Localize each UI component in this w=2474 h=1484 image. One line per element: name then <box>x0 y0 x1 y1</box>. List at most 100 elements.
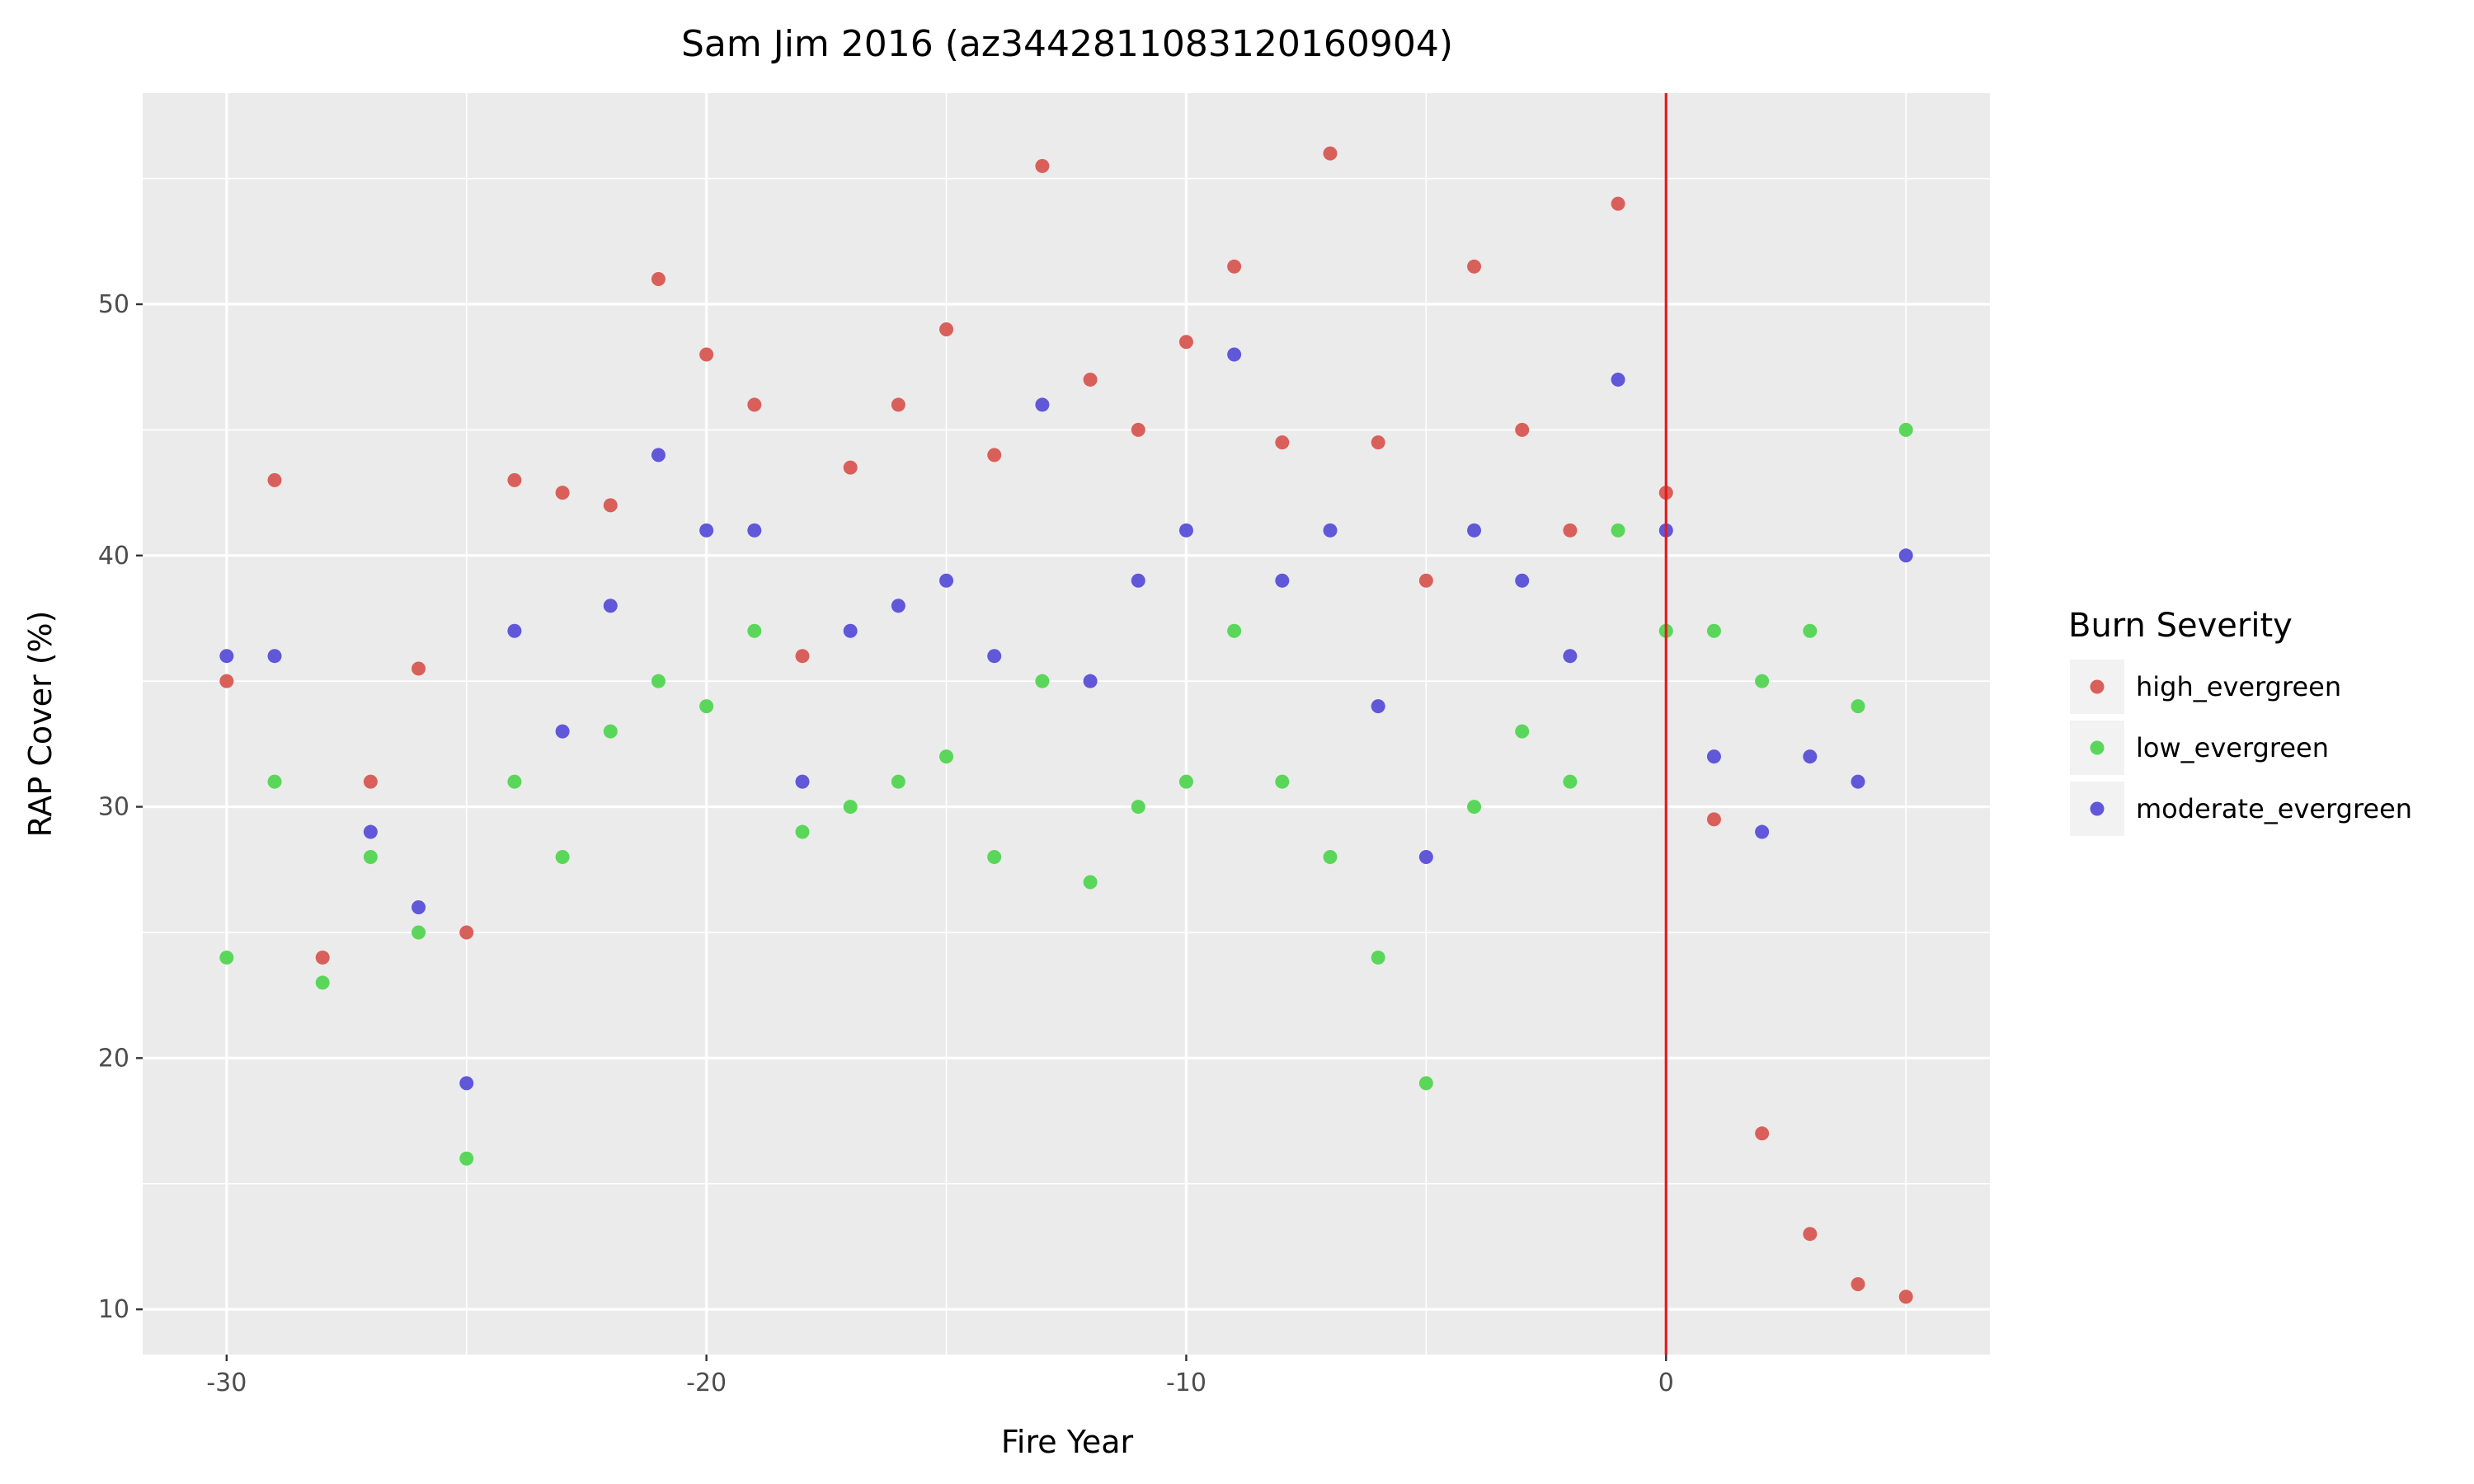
legend: Burn Severity high_evergreen low_evergree… <box>2068 607 2412 836</box>
point-low_evergreen <box>843 800 858 815</box>
point-moderate_evergreen <box>1275 573 1290 588</box>
point-low_evergreen <box>603 724 618 739</box>
legend-marker-moderate_evergreen <box>2090 801 2105 816</box>
x-tick-label: -10 <box>1166 1369 1206 1397</box>
point-moderate_evergreen <box>987 649 1002 664</box>
point-moderate_evergreen <box>1083 674 1098 688</box>
point-high_evergreen <box>555 486 570 500</box>
legend-label-moderate_evergreen: moderate_evergreen <box>2136 793 2412 824</box>
y-axis-label: RAP Cover (%) <box>22 611 59 838</box>
point-high_evergreen <box>747 397 762 412</box>
point-high_evergreen <box>315 950 330 965</box>
point-moderate_evergreen <box>1227 347 1242 362</box>
point-low_evergreen <box>1851 699 1865 714</box>
point-high_evergreen <box>267 472 282 487</box>
point-moderate_evergreen <box>1851 774 1865 789</box>
point-low_evergreen <box>412 925 426 940</box>
point-low_evergreen <box>987 850 1002 865</box>
point-moderate_evergreen <box>1898 548 1913 563</box>
point-high_evergreen <box>603 498 618 513</box>
point-low_evergreen <box>1323 850 1338 865</box>
point-low_evergreen <box>1131 800 1145 815</box>
point-low_evergreen <box>1035 674 1050 688</box>
point-moderate_evergreen <box>603 599 618 613</box>
data-points <box>219 146 1913 1304</box>
point-low_evergreen <box>1563 774 1578 789</box>
point-low_evergreen <box>795 824 810 839</box>
point-low_evergreen <box>747 623 762 638</box>
point-high_evergreen <box>651 272 666 287</box>
point-high_evergreen <box>507 472 522 487</box>
point-low_evergreen <box>1706 623 1721 638</box>
point-low_evergreen <box>1227 623 1242 638</box>
point-high_evergreen <box>1467 259 1482 274</box>
point-high_evergreen <box>891 397 905 412</box>
x-axis-ticks: -30 -20 -10 0 <box>206 1355 1674 1397</box>
legend-label-low_evergreen: low_evergreen <box>2136 732 2329 763</box>
legend-title: Burn Severity <box>2068 607 2293 645</box>
point-high_evergreen <box>1563 523 1578 538</box>
point-moderate_evergreen <box>1611 372 1625 387</box>
point-moderate_evergreen <box>891 599 905 613</box>
x-tick-label: -30 <box>206 1369 247 1397</box>
point-low_evergreen <box>1755 674 1770 688</box>
point-moderate_evergreen <box>555 724 570 739</box>
point-low_evergreen <box>891 774 905 789</box>
point-high_evergreen <box>412 661 426 676</box>
point-low_evergreen <box>1803 623 1818 638</box>
point-low_evergreen <box>699 699 714 714</box>
point-moderate_evergreen <box>1178 523 1193 538</box>
point-high_evergreen <box>1227 259 1242 274</box>
chart-title: Sam Jim 2016 (az3442811083120160904) <box>681 23 1453 65</box>
point-moderate_evergreen <box>1131 573 1145 588</box>
legend-items: high_evergreen low_evergreen moderate_ever… <box>2070 660 2412 836</box>
point-low_evergreen <box>1083 875 1098 890</box>
point-low_evergreen <box>1371 950 1385 965</box>
point-high_evergreen <box>1371 435 1385 450</box>
point-moderate_evergreen <box>1803 749 1818 764</box>
y-tick-label: 20 <box>98 1044 129 1073</box>
point-moderate_evergreen <box>1706 749 1721 764</box>
point-moderate_evergreen <box>363 824 378 839</box>
point-low_evergreen <box>363 850 378 865</box>
point-moderate_evergreen <box>1467 523 1482 538</box>
point-moderate_evergreen <box>699 523 714 538</box>
point-moderate_evergreen <box>1035 397 1050 412</box>
legend-label-high_evergreen: high_evergreen <box>2136 671 2341 702</box>
point-moderate_evergreen <box>1755 824 1770 839</box>
point-low_evergreen <box>1467 800 1482 815</box>
point-high_evergreen <box>219 674 234 688</box>
point-low_evergreen <box>1898 422 1913 437</box>
point-high_evergreen <box>939 322 954 336</box>
point-moderate_evergreen <box>1515 573 1530 588</box>
point-moderate_evergreen <box>1418 850 1433 865</box>
point-low_evergreen <box>507 774 522 789</box>
point-moderate_evergreen <box>507 623 522 638</box>
y-tick-label: 10 <box>98 1295 129 1324</box>
y-tick-label: 50 <box>98 290 129 319</box>
point-moderate_evergreen <box>267 649 282 664</box>
point-moderate_evergreen <box>412 899 426 914</box>
point-low_evergreen <box>555 850 570 865</box>
point-high_evergreen <box>1755 1126 1770 1141</box>
legend-marker-low_evergreen <box>2090 740 2105 755</box>
point-moderate_evergreen <box>795 774 810 789</box>
y-tick-label: 40 <box>98 542 129 571</box>
point-low_evergreen <box>459 1151 474 1166</box>
point-high_evergreen <box>699 347 714 362</box>
x-tick-label: 0 <box>1658 1369 1674 1397</box>
plot-panel <box>143 93 1990 1355</box>
point-high_evergreen <box>843 460 858 475</box>
point-moderate_evergreen <box>459 1076 474 1091</box>
point-low_evergreen <box>1275 774 1290 789</box>
x-tick-label: -20 <box>686 1369 727 1397</box>
point-high_evergreen <box>1131 422 1145 437</box>
y-tick-label: 30 <box>98 793 129 822</box>
point-low_evergreen <box>1178 774 1193 789</box>
legend-marker-high_evergreen <box>2090 679 2105 694</box>
point-moderate_evergreen <box>747 523 762 538</box>
point-high_evergreen <box>1035 158 1050 173</box>
point-low_evergreen <box>651 674 666 688</box>
point-moderate_evergreen <box>939 573 954 588</box>
